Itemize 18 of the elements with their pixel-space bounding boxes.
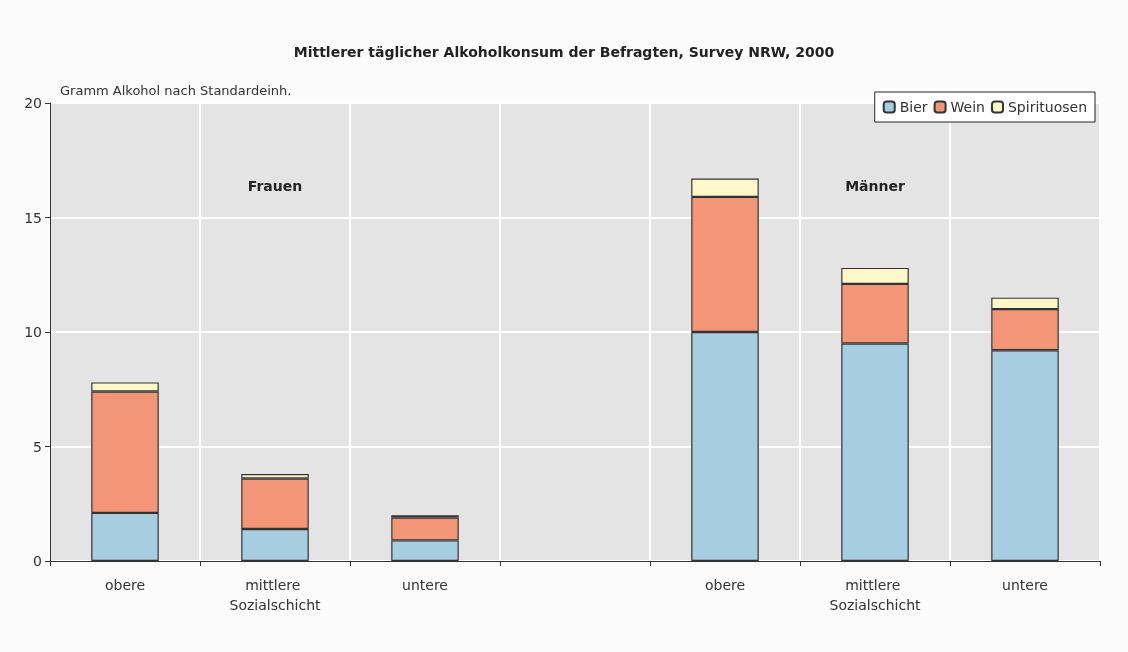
x-tick-label: untere bbox=[1002, 577, 1048, 593]
x-tick-label: obere bbox=[704, 577, 746, 593]
y-axis-title: Gramm Alkohol nach Standardeinh. bbox=[60, 83, 292, 98]
y-tick-label: 20 bbox=[24, 95, 42, 111]
x-tick-label: mittlere Sozialschicht bbox=[229, 577, 321, 613]
annotation: Frauen bbox=[247, 178, 303, 194]
annotation: Männer bbox=[845, 178, 905, 194]
y-tick-label: 10 bbox=[24, 324, 42, 340]
x-tick-label: untere bbox=[402, 577, 448, 593]
chart-title: Mittlerer täglicher Alkoholkonsum der Befragten, Survey NRW, 2000 bbox=[293, 44, 835, 60]
legend-label: Bier bbox=[899, 99, 928, 115]
y-tick-label: 5 bbox=[33, 438, 42, 455]
legend-label: Spirituosen bbox=[1007, 99, 1088, 115]
x-tick-label: mittlere Sozialschicht bbox=[829, 577, 921, 613]
legend-label: Wein bbox=[950, 99, 985, 115]
y-tick-label: 15 bbox=[24, 209, 42, 226]
y-tick-label: 0 bbox=[33, 553, 42, 569]
x-tick-label: obere bbox=[104, 577, 146, 593]
